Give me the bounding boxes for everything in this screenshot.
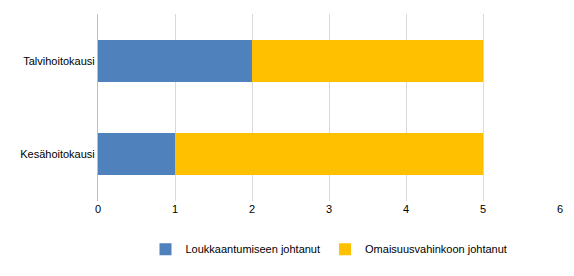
svg-text:3: 3 [326,203,332,215]
svg-text:Loukkaantumiseen johtanut: Loukkaantumiseen johtanut [186,243,321,255]
svg-text:4: 4 [403,203,409,215]
svg-text:1: 1 [172,203,178,215]
svg-text:2: 2 [249,203,255,215]
svg-text:Omaisuusvahinkoon johtanut: Omaisuusvahinkoon johtanut [365,243,507,255]
svg-text:0: 0 [95,203,101,215]
svg-text:Kesähoitokausi: Kesähoitokausi [20,148,95,160]
svg-text:Talvihoitokausi: Talvihoitokausi [23,55,95,67]
svg-text:6: 6 [557,203,563,215]
svg-text:5: 5 [480,203,486,215]
